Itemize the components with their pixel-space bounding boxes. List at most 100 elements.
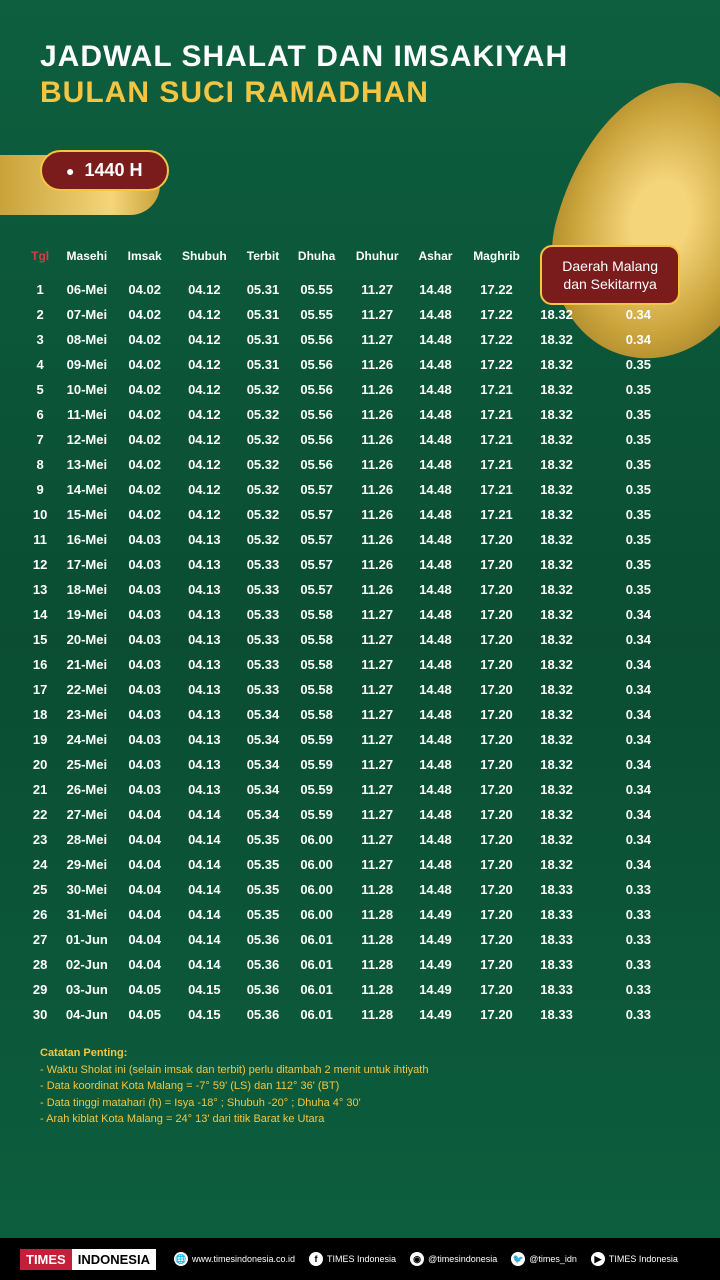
cell: 29-Mei <box>55 852 118 877</box>
cell: 14.49 <box>409 927 461 952</box>
note-line: - Data koordinat Kota Malang = -7° 59' (… <box>40 1078 680 1095</box>
cell: 0.34 <box>582 302 695 327</box>
cell: 21-Mei <box>55 652 118 677</box>
cell: 17.20 <box>462 877 532 902</box>
cell: 18.32 <box>531 552 581 577</box>
cell: 05.35 <box>238 827 288 852</box>
cell: 24 <box>25 852 55 877</box>
cell: 0.34 <box>582 627 695 652</box>
cell: 04.04 <box>118 827 170 852</box>
cell: 11.27 <box>345 727 409 752</box>
year-text: 1440 H <box>84 160 142 181</box>
table-row: 1217-Mei04.0304.1305.3305.5711.2614.4817… <box>25 552 695 577</box>
cell: 04.02 <box>118 452 170 477</box>
cell: 02-Jun <box>55 952 118 977</box>
cell: 05.33 <box>238 652 288 677</box>
social-text: www.timesindonesia.co.id <box>192 1254 295 1264</box>
cell: 14.48 <box>409 352 461 377</box>
cell: 04.13 <box>171 652 238 677</box>
social-text: @times_idn <box>529 1254 577 1264</box>
cell: 04.15 <box>171 977 238 1002</box>
cell: 05.33 <box>238 627 288 652</box>
cell: 05.57 <box>288 527 345 552</box>
social-icon: ▶ <box>591 1252 605 1266</box>
cell: 15 <box>25 627 55 652</box>
cell: 18.32 <box>531 802 581 827</box>
col-dhuha: Dhuha <box>288 241 345 277</box>
cell: 01-Jun <box>55 927 118 952</box>
cell: 27 <box>25 927 55 952</box>
cell: 05.55 <box>288 277 345 302</box>
cell: 14.48 <box>409 302 461 327</box>
table-body: 106-Mei04.0204.1205.3105.5511.2714.4817.… <box>25 277 695 1027</box>
header: JADWAL SHALAT DAN IMSAKIYAH BULAN SUCI R… <box>0 0 720 211</box>
cell: 18.33 <box>531 952 581 977</box>
table-row: 3004-Jun04.0504.1505.3606.0111.2814.4917… <box>25 1002 695 1027</box>
cell: 05.33 <box>238 552 288 577</box>
cell: 06.00 <box>288 827 345 852</box>
cell: 05.58 <box>288 627 345 652</box>
cell: 14.48 <box>409 377 461 402</box>
cell: 0.33 <box>582 877 695 902</box>
cell: 05.31 <box>238 277 288 302</box>
cell: 18.32 <box>531 827 581 852</box>
cell: 18.32 <box>531 852 581 877</box>
cell: 30-Mei <box>55 877 118 902</box>
cell: 17.20 <box>462 927 532 952</box>
cell: 0.34 <box>582 327 695 352</box>
cell: 04.13 <box>171 577 238 602</box>
cell: 08-Mei <box>55 327 118 352</box>
table-row: 2429-Mei04.0404.1405.3506.0011.2714.4817… <box>25 852 695 877</box>
cell: 04.03 <box>118 777 170 802</box>
cell: 17.22 <box>462 352 532 377</box>
cell: 05.35 <box>238 877 288 902</box>
table-row: 510-Mei04.0204.1205.3205.5611.2614.4817.… <box>25 377 695 402</box>
cell: 26 <box>25 902 55 927</box>
cell: 04.04 <box>118 877 170 902</box>
cell: 30 <box>25 1002 55 1027</box>
cell: 0.33 <box>582 952 695 977</box>
cell: 04.13 <box>171 752 238 777</box>
cell: 17.20 <box>462 852 532 877</box>
cell: 04.13 <box>171 702 238 727</box>
cell: 14.48 <box>409 777 461 802</box>
cell: 24-Mei <box>55 727 118 752</box>
cell: 04.13 <box>171 602 238 627</box>
cell: 04.04 <box>118 852 170 877</box>
cell: 12 <box>25 552 55 577</box>
cell: 05.59 <box>288 802 345 827</box>
cell: 17.20 <box>462 702 532 727</box>
cell: 0.35 <box>582 552 695 577</box>
cell: 05.34 <box>238 752 288 777</box>
schedule-table: TglMasehiImsakShubuhTerbitDhuhaDhuhurAsh… <box>25 241 695 1027</box>
cell: 0.35 <box>582 577 695 602</box>
cell: 18.32 <box>531 452 581 477</box>
social-item: 🌐www.timesindonesia.co.id <box>174 1252 295 1266</box>
cell: 0.35 <box>582 477 695 502</box>
table-row: 1823-Mei04.0304.1305.3405.5811.2714.4817… <box>25 702 695 727</box>
cell: 14.48 <box>409 752 461 777</box>
region-box: Daerah Malang dan Sekitarnya <box>540 245 680 305</box>
social-text: TIMES Indonesia <box>609 1254 678 1264</box>
cell: 06.01 <box>288 952 345 977</box>
cell: 14.48 <box>409 477 461 502</box>
cell: 18.32 <box>531 477 581 502</box>
cell: 05.58 <box>288 677 345 702</box>
cell: 04.13 <box>171 552 238 577</box>
cell: 17.20 <box>462 602 532 627</box>
cell: 04.02 <box>118 352 170 377</box>
cell: 11.26 <box>345 577 409 602</box>
cell: 14.48 <box>409 827 461 852</box>
cell: 17.20 <box>462 902 532 927</box>
cell: 17.20 <box>462 552 532 577</box>
cell: 28 <box>25 952 55 977</box>
table-row: 2227-Mei04.0404.1405.3405.5911.2714.4817… <box>25 802 695 827</box>
cell: 14.48 <box>409 652 461 677</box>
cell: 05.33 <box>238 677 288 702</box>
cell: 9 <box>25 477 55 502</box>
cell: 04.13 <box>171 527 238 552</box>
cell: 05.32 <box>238 527 288 552</box>
cell: 05.36 <box>238 1002 288 1027</box>
cell: 22-Mei <box>55 677 118 702</box>
table-row: 1924-Mei04.0304.1305.3405.5911.2714.4817… <box>25 727 695 752</box>
